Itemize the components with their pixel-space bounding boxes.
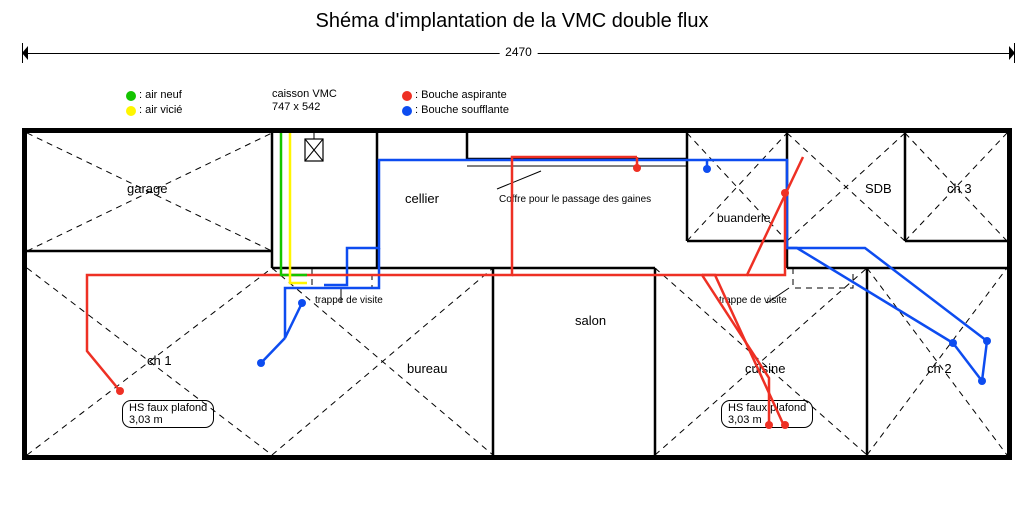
room-ch1: ch 1 xyxy=(147,353,172,368)
legend-bouches: : Bouche aspirante : Bouche soufflante xyxy=(402,88,509,118)
room-cellier: cellier xyxy=(405,191,439,206)
room-salon: salon xyxy=(575,313,606,328)
room-garage: garage xyxy=(127,181,167,196)
dimension-bar: 2470 xyxy=(22,46,1015,60)
dimension-value: 2470 xyxy=(499,45,538,59)
room-sdb: SDB xyxy=(865,181,892,196)
room-cuisine: cuisine xyxy=(745,361,785,376)
legend-bouche-soufflante: : Bouche soufflante xyxy=(415,103,509,118)
page-title: Shéma d'implantation de la VMC double fl… xyxy=(316,10,709,33)
legend-air-vicie: : air vicié xyxy=(139,103,182,118)
caisson-label: caisson VMC 747 x 542 xyxy=(272,88,337,114)
legend-air-neuf: : air neuf xyxy=(139,88,182,103)
label-coffre: Coffre pour le passage des gaines xyxy=(499,194,651,205)
legend-bouche-aspirante: : Bouche aspirante xyxy=(415,88,507,103)
label-hs-plafond-2: HS faux plafond3,03 m xyxy=(721,400,813,428)
label-hs-plafond-1: HS faux plafond3,03 m xyxy=(122,400,214,428)
floorplan: garage ch 1 cellier bureau salon buander… xyxy=(22,128,1012,460)
room-buanderie: buanderie xyxy=(717,211,770,225)
room-bureau: bureau xyxy=(407,361,447,376)
label-trappe-1: trappe de visite xyxy=(315,295,383,306)
room-ch2: ch 2 xyxy=(927,361,952,376)
label-trappe-2: trappe de visite xyxy=(719,295,787,306)
room-ch3: ch 3 xyxy=(947,181,972,196)
legend-air: : air neuf : air vicié xyxy=(126,88,182,118)
